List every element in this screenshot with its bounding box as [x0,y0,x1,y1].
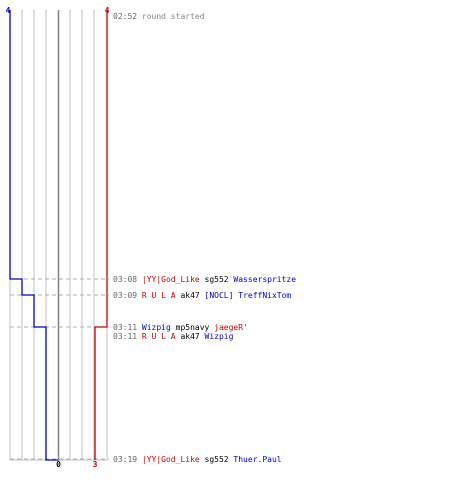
event-row: 03:11 R U L A ak47 Wizpig [113,332,234,341]
event-part: R U L A [142,291,176,300]
event-part: mp5navy [171,323,210,332]
event-time: 03:11 [113,323,142,332]
event-part: |YY|God_Like [142,455,200,464]
event-time: 03:19 [113,455,142,464]
red-end-count-label: 3 [93,460,98,469]
event-time: 03:11 [113,332,142,341]
event-row: 03:19 |YY|God_Like sg552 Thuer.Paul [113,455,282,464]
event-time: 03:08 [113,275,142,284]
red-start-count-label: 4 [105,6,110,15]
event-row: 02:52 round started [113,12,205,21]
event-log: 02:52 round started 03:08 |YY|God_Like sg… [113,12,296,464]
tick-labels: 4 4 0 3 [6,6,110,469]
event-part: round started [142,12,205,21]
event-part: jaegeR' [209,323,248,332]
grid [9,10,108,461]
event-time: 02:52 [113,12,142,21]
event-part: Wizpig [200,332,234,341]
blue-start-count-label: 4 [6,6,11,15]
event-part: [NOCL] TreffNixTom [200,291,292,300]
event-part: R U L A [142,332,176,341]
blue-end-count-label: 0 [56,460,61,469]
red-team-series-line [94,10,108,460]
event-part: Wizpig [142,323,171,332]
series-lines [9,10,108,461]
event-part: ak47 [176,332,200,341]
event-part: sg552 [200,455,229,464]
event-part: Thuer.Paul [229,455,282,464]
event-row: 03:11 Wizpig mp5navy jaegeR' [113,323,248,332]
event-time: 03:09 [113,291,142,300]
event-part: |YY|God_Like [142,275,200,284]
event-part: ak47 [176,291,200,300]
event-row: 03:09 R U L A ak47 [NOCL] TreffNixTom [113,291,291,300]
event-part: sg552 [200,275,229,284]
event-row: 03:08 |YY|God_Like sg552 Wasserspritze [113,275,296,284]
event-part: Wasserspritze [229,275,297,284]
blue-team-series-line [9,10,59,461]
